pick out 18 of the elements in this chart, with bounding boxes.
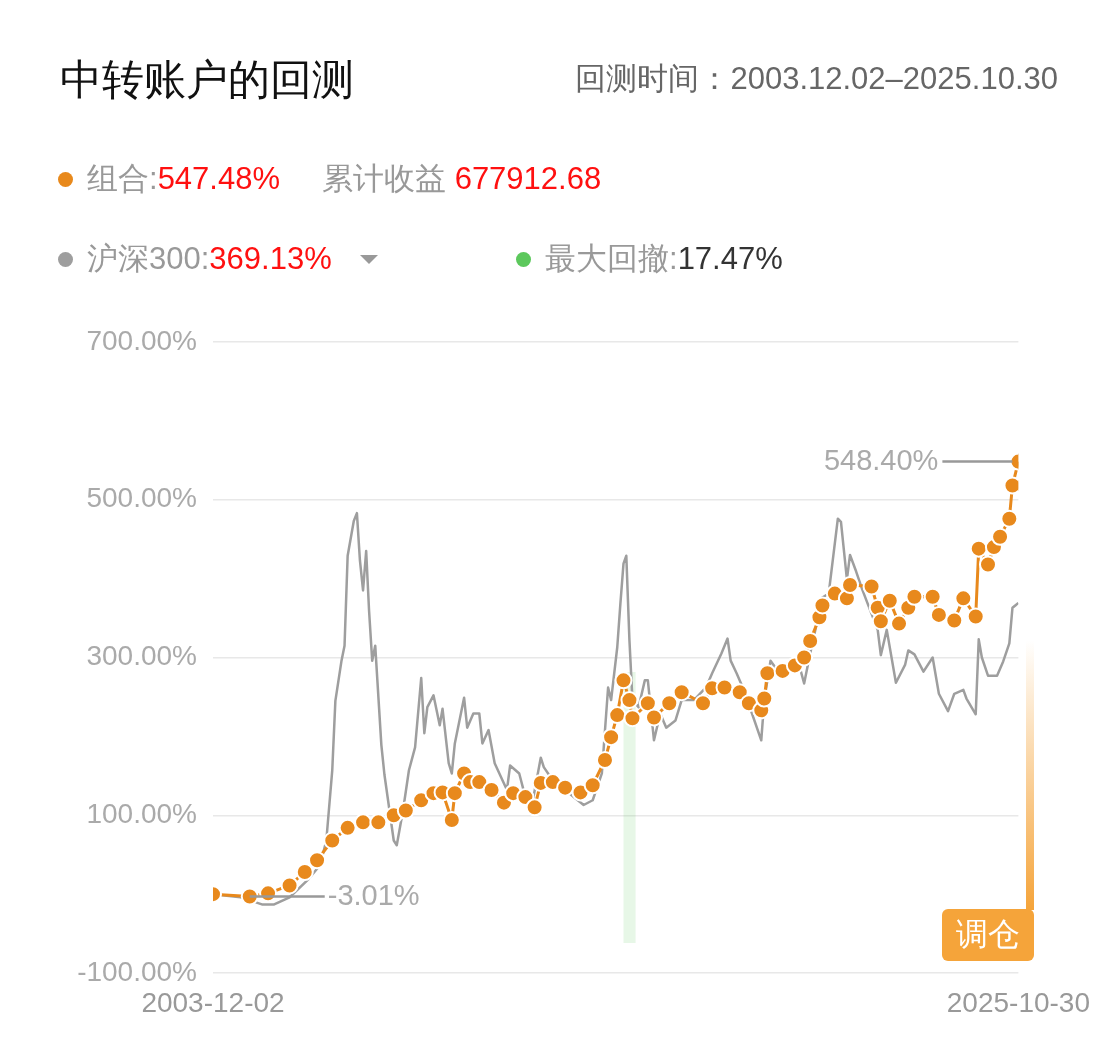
legend-label: 沪深300 (87, 240, 201, 278)
y-tick-label: 100.00% (86, 797, 197, 829)
text: :369.13% (200, 241, 332, 276)
x-tick-label: 2003-12-02 (141, 986, 285, 1018)
y-tick-label: 300.00% (86, 640, 197, 672)
x-tick-label: 2025-10-30 (946, 986, 1090, 1018)
y-tick-label: 500.00% (86, 482, 197, 514)
annotation: 548.40% (823, 443, 939, 476)
chart-subtitle: 回测时间：2003.12.02–2025.10.30 (575, 60, 1058, 98)
chart-title: 中转账户的回测 (60, 55, 354, 105)
annotation: -3.01% (327, 879, 420, 912)
text: 累计收益 677912.68 (322, 161, 602, 196)
y-tick-label: -100.00% (77, 955, 197, 987)
text: 最大回撤:17.47% (545, 240, 783, 278)
annotation: 调仓 (942, 909, 1034, 961)
legend-label: 组合 (87, 160, 149, 198)
y-tick-label: 700.00% (86, 324, 197, 356)
text: :547.48% (149, 161, 281, 196)
